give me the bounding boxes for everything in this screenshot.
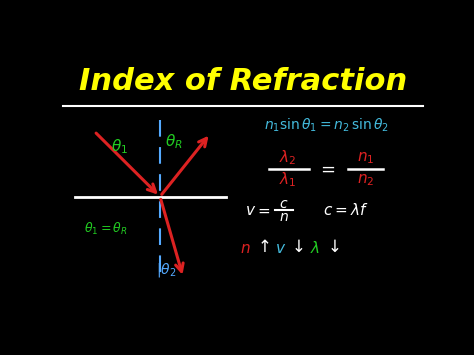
Text: $|\theta_2$: $|\theta_2$	[156, 261, 176, 279]
Text: $=$: $=$	[317, 160, 336, 178]
Text: $v$: $v$	[245, 203, 256, 218]
Text: $=$: $=$	[255, 203, 271, 218]
Text: $\lambda_1$: $\lambda_1$	[279, 170, 297, 189]
Text: $\theta_1 = \theta_R$: $\theta_1 = \theta_R$	[84, 221, 128, 237]
Text: Index of Refraction: Index of Refraction	[79, 67, 407, 95]
Text: $n_1$: $n_1$	[356, 150, 374, 166]
Text: $n$: $n$	[279, 211, 289, 224]
Text: $n_1 \mathregular{sin}\,\theta_1 = n_2\,\mathregular{sin}\,\theta_2$: $n_1 \mathregular{sin}\,\theta_1 = n_2\,…	[264, 117, 389, 135]
Text: $\theta_R$: $\theta_R$	[165, 132, 183, 151]
Text: $\lambda$: $\lambda$	[310, 240, 320, 256]
Text: $\downarrow$: $\downarrow$	[288, 237, 303, 256]
Text: $n_2$: $n_2$	[357, 172, 374, 187]
Text: $n$: $n$	[240, 241, 251, 256]
Text: $\downarrow$: $\downarrow$	[324, 237, 340, 256]
Text: $c$: $c$	[279, 197, 289, 211]
Text: $c = \lambda f$: $c = \lambda f$	[323, 202, 369, 218]
Text: $\theta_1$: $\theta_1$	[111, 137, 128, 156]
Text: $v$: $v$	[274, 241, 286, 256]
Text: $\lambda_2$: $\lambda_2$	[279, 149, 297, 168]
Text: $\uparrow$: $\uparrow$	[255, 237, 270, 256]
